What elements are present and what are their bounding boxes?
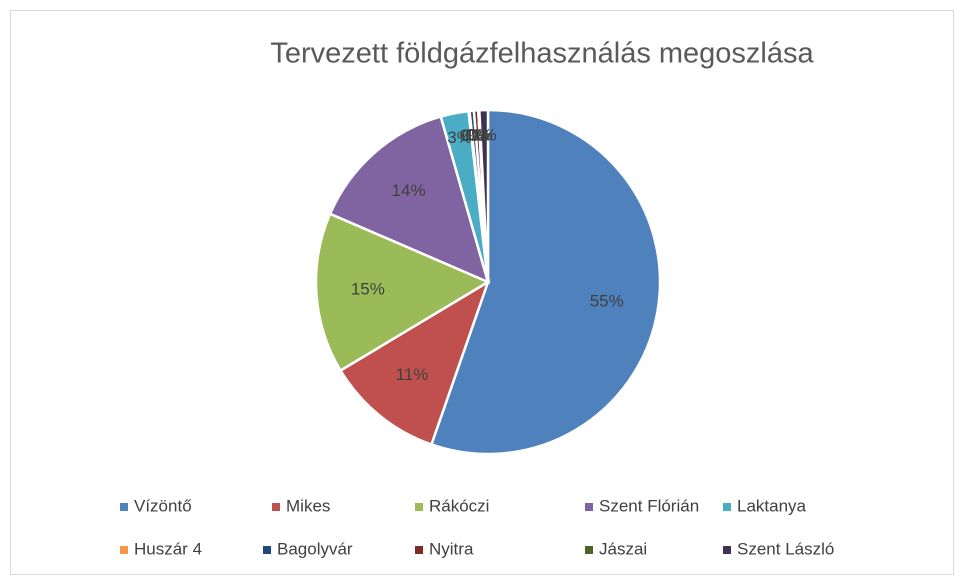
data-label: 0% [460, 126, 485, 145]
legend-swatch [272, 503, 280, 511]
pie-slice [477, 108, 490, 283]
legend-swatch [263, 546, 271, 554]
legend-swatch [723, 503, 731, 511]
data-label: 55% [590, 292, 624, 311]
data-label: 0% [468, 125, 493, 144]
data-label: 14% [392, 181, 426, 200]
legend-label: Mikes [286, 496, 330, 515]
legend-label: Rákóczi [429, 496, 489, 515]
legend-swatch [415, 546, 423, 554]
legend-label: Nyitra [429, 539, 474, 558]
legend-label: Laktanya [737, 496, 807, 515]
pie-slice [328, 115, 490, 285]
legend-swatch [120, 546, 128, 554]
legend-label: Szent Flórián [599, 496, 699, 515]
data-label: 1% [472, 125, 497, 144]
chart-title: Tervezett földgázfelhasználás megoszlása [270, 38, 814, 70]
data-label: 0% [462, 126, 487, 145]
legend-swatch [415, 503, 423, 511]
legend-label: Jászai [599, 539, 647, 558]
legend-label: Bagolyvár [277, 539, 353, 558]
pie-slice [338, 279, 491, 447]
pie-slice [314, 212, 491, 373]
legend-swatch [585, 503, 593, 511]
data-label: 15% [351, 279, 385, 298]
data-label: 0% [466, 126, 491, 145]
data-label: 3% [447, 128, 472, 147]
legend-swatch [723, 546, 731, 554]
legend-label: Szent László [737, 539, 834, 558]
legend-label: Huszár 4 [134, 539, 202, 558]
legend-swatch [585, 546, 593, 554]
data-label: 11% [396, 365, 429, 384]
legend-label: Vízöntő [134, 496, 192, 515]
legend-swatch [120, 503, 128, 511]
